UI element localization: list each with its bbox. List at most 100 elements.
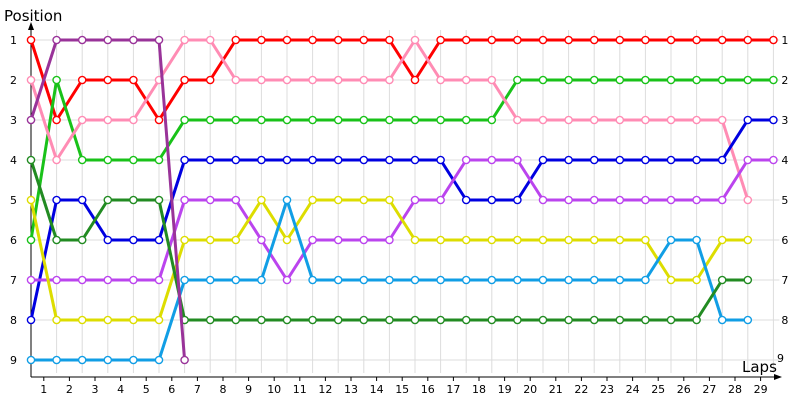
x-tick-label: 27 [702,383,716,396]
data-point [52,155,61,165]
data-point [103,155,113,165]
data-point [641,195,650,205]
data-point [589,195,599,205]
data-point [487,315,497,325]
data-point [692,35,701,45]
data-point [410,115,420,125]
data-point [666,115,676,125]
data-point [461,75,471,85]
data-point [769,35,778,45]
data-point [564,155,573,165]
data-point [743,35,753,45]
data-point [231,315,241,325]
right-tick-label: 4 [781,154,788,167]
data-point [129,355,138,365]
data-point [154,355,164,365]
data-point [641,115,650,125]
data-point [666,195,676,205]
y-tick-label: 2 [10,74,17,87]
data-point [257,35,266,45]
data-point [692,275,701,285]
data-point [692,195,701,205]
data-point [615,235,625,245]
data-point [103,275,113,285]
x-tick-label: 8 [220,383,227,396]
data-point [129,155,138,165]
data-point [641,235,650,245]
data-point [513,315,522,325]
x-tick-label: 28 [728,383,742,396]
data-point [717,235,727,245]
data-point [410,315,420,325]
data-point [717,315,727,325]
data-point [231,35,241,45]
data-point [333,75,343,85]
data-point [436,35,445,45]
data-point [666,275,676,285]
data-point [129,235,138,245]
data-point [333,195,343,205]
data-point [692,155,701,165]
right-tick-label: 9 [777,352,784,365]
data-point [538,235,548,245]
data-point [154,235,164,245]
data-point [103,35,113,45]
x-tick-label: 23 [600,383,614,396]
data-point [385,195,394,205]
data-point [180,35,189,45]
data-point [308,75,317,85]
data-point [103,115,113,125]
data-point [641,315,650,325]
data-point [308,235,317,245]
data-point [769,115,778,125]
x-tick-label: 9 [245,383,252,396]
y-tick-label: 8 [10,314,17,327]
data-point [308,35,317,45]
series-8 [26,155,753,325]
data-point [717,75,727,85]
x-tick-label: 14 [370,383,384,396]
x-tick-label: 7 [194,383,201,396]
data-point [641,75,650,85]
data-point [52,235,61,245]
data-point [359,275,369,285]
data-point [385,35,394,45]
data-point [205,35,215,45]
y-tick-label: 9 [10,354,17,367]
data-point [26,235,36,245]
data-point [743,75,753,85]
data-point [692,315,701,325]
data-point [692,115,701,125]
data-point [103,75,113,85]
data-point [52,315,61,325]
data-point [231,155,241,165]
data-point [589,235,599,245]
data-point [538,115,548,125]
data-point [231,195,241,205]
data-point [487,75,497,85]
data-point [436,155,445,165]
data-point [231,115,241,125]
data-point [333,155,343,165]
x-tick-label: 18 [472,383,486,396]
data-point [257,315,266,325]
data-point [77,235,87,245]
data-point [154,155,164,165]
data-point [564,275,573,285]
data-point [77,195,87,205]
y-axis-arrow-icon [28,22,34,30]
data-point [154,315,164,325]
x-tick-label: 25 [651,383,665,396]
data-point [103,355,113,365]
data-point [717,195,727,205]
x-tick-label: 17 [446,383,460,396]
data-point [589,35,599,45]
data-point [461,115,471,125]
data-point [615,35,625,45]
data-point [385,75,394,85]
data-point [615,195,625,205]
data-point [487,35,497,45]
data-point [513,115,522,125]
data-point [77,315,87,325]
data-point [77,115,87,125]
